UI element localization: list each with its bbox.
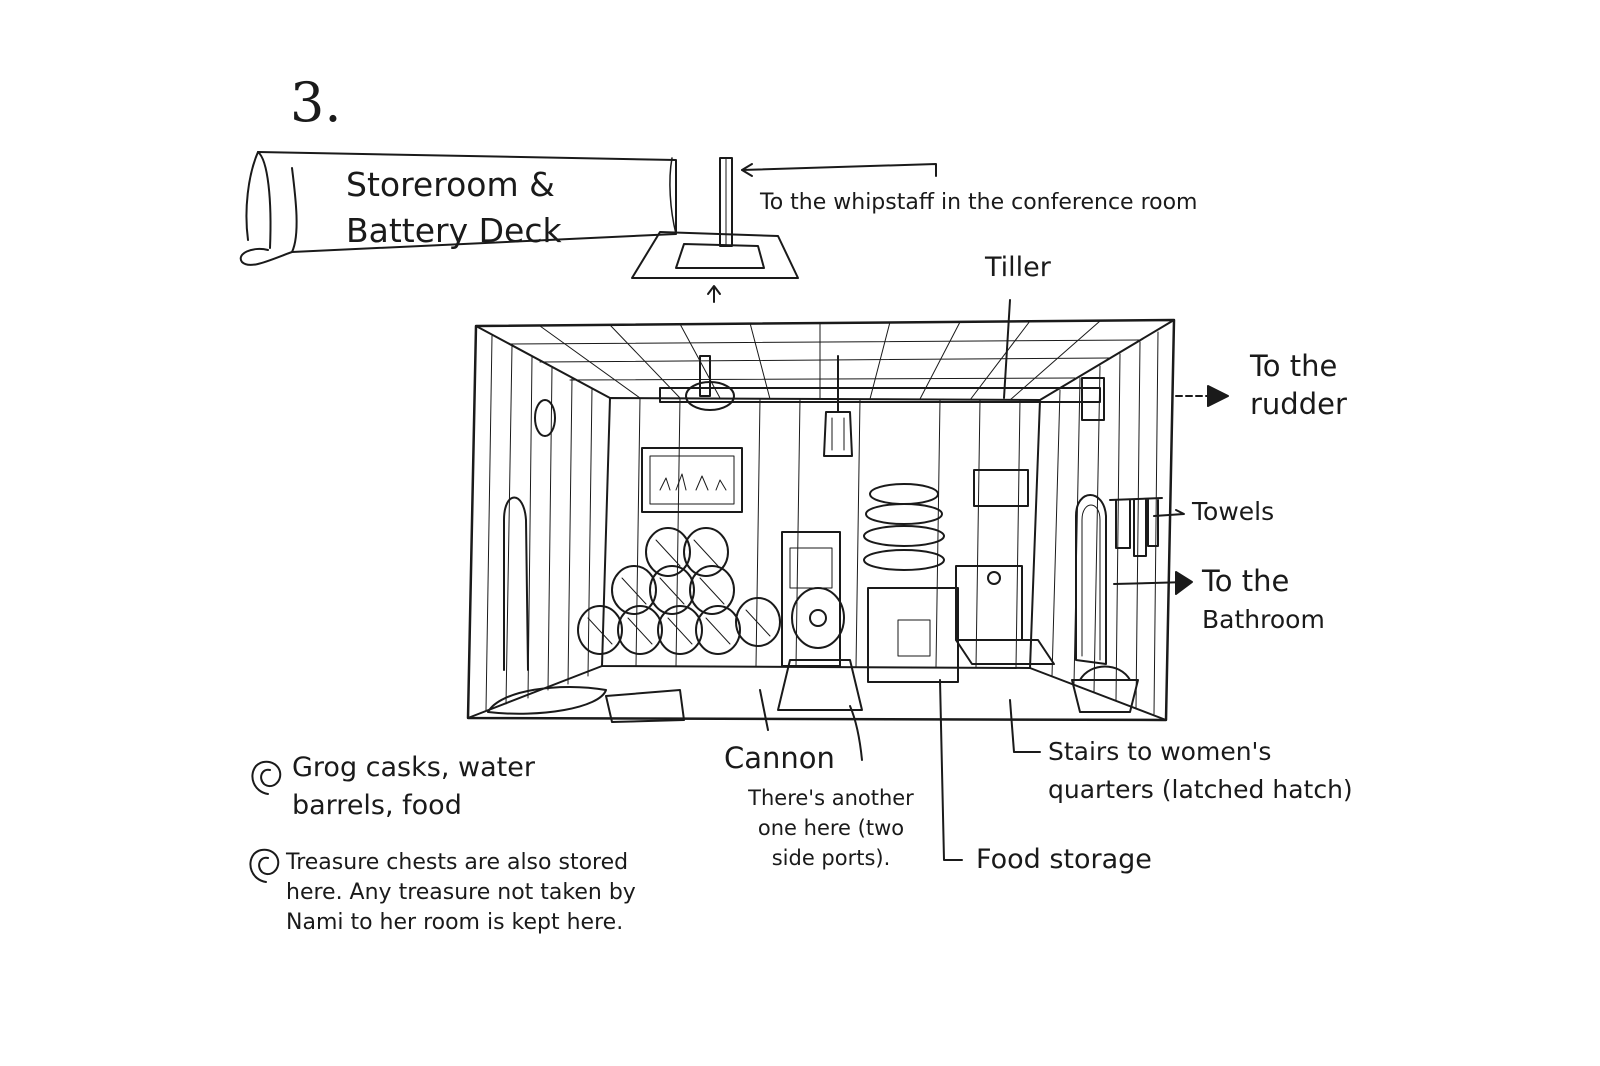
note2-line3: Nami to her room is kept here.: [286, 910, 624, 935]
note2-line2: here. Any treasure not taken by: [286, 880, 636, 905]
cannon-note-line2: one here (two: [757, 816, 905, 840]
food-storage-label: Food storage: [976, 844, 1152, 875]
whipstaff-leader: [741, 163, 937, 177]
barrel-stack: [577, 527, 781, 655]
bullet-spiral-1: [251, 760, 282, 795]
bathroom-label-line1: To the: [1202, 564, 1290, 598]
rudder-label-line1: To the: [1250, 349, 1338, 383]
towels-leader: [1153, 509, 1185, 517]
back-wall-planks: [635, 397, 1021, 668]
note1-line1: Grog casks, water: [292, 752, 535, 783]
page-number: 3.: [290, 71, 342, 134]
left-door: [503, 496, 529, 671]
stairs-leader: [1009, 699, 1041, 753]
whipstaff-hatch: [631, 157, 799, 303]
whipstaff-label: To the whipstaff in the conference room: [760, 190, 1198, 215]
rudder-label-line2: rudder: [1250, 387, 1347, 421]
floor-roll: [605, 689, 685, 723]
right-wall-picture: [973, 469, 1029, 507]
right-door: [1075, 494, 1107, 665]
cannon-note-line1: There's another: [748, 786, 914, 810]
left-porthole: [534, 399, 556, 437]
tiller-label: Tiller: [985, 252, 1051, 283]
banner-scroll: [239, 151, 677, 266]
cannon-label: Cannon: [724, 741, 835, 775]
floor-mat: [487, 685, 607, 715]
cannon: [777, 531, 863, 711]
towels-label: Towels: [1192, 497, 1275, 526]
note1-line2: barrels, food: [292, 790, 462, 821]
stairs-label-line2: quarters (latched hatch): [1048, 775, 1353, 804]
cannon-note-line3: side ports).: [771, 846, 891, 870]
banner-title-line2: Battery Deck: [346, 211, 562, 250]
note2-line1: Treasure chests are also stored: [286, 850, 629, 875]
stairs-hatch: [955, 565, 1055, 665]
food-storage-leader: [939, 679, 963, 861]
ceiling-planks: [509, 320, 1141, 401]
cannon-leader: [759, 689, 769, 731]
bathroom-label-line2: Bathroom: [1202, 605, 1325, 634]
tiller-beam: [659, 355, 1229, 421]
lantern: [823, 355, 853, 457]
bullet-spiral-2: [249, 848, 280, 883]
stairs-label-line1: Stairs to women's: [1048, 737, 1272, 766]
tiller-leader: [1003, 299, 1011, 399]
banner-title-line1: Storeroom &: [346, 165, 555, 204]
basket: [1071, 665, 1139, 713]
towels: [1109, 497, 1163, 557]
painting: [641, 447, 743, 513]
left-wall-planks: [485, 335, 593, 711]
food-storage-unit: [863, 483, 959, 683]
